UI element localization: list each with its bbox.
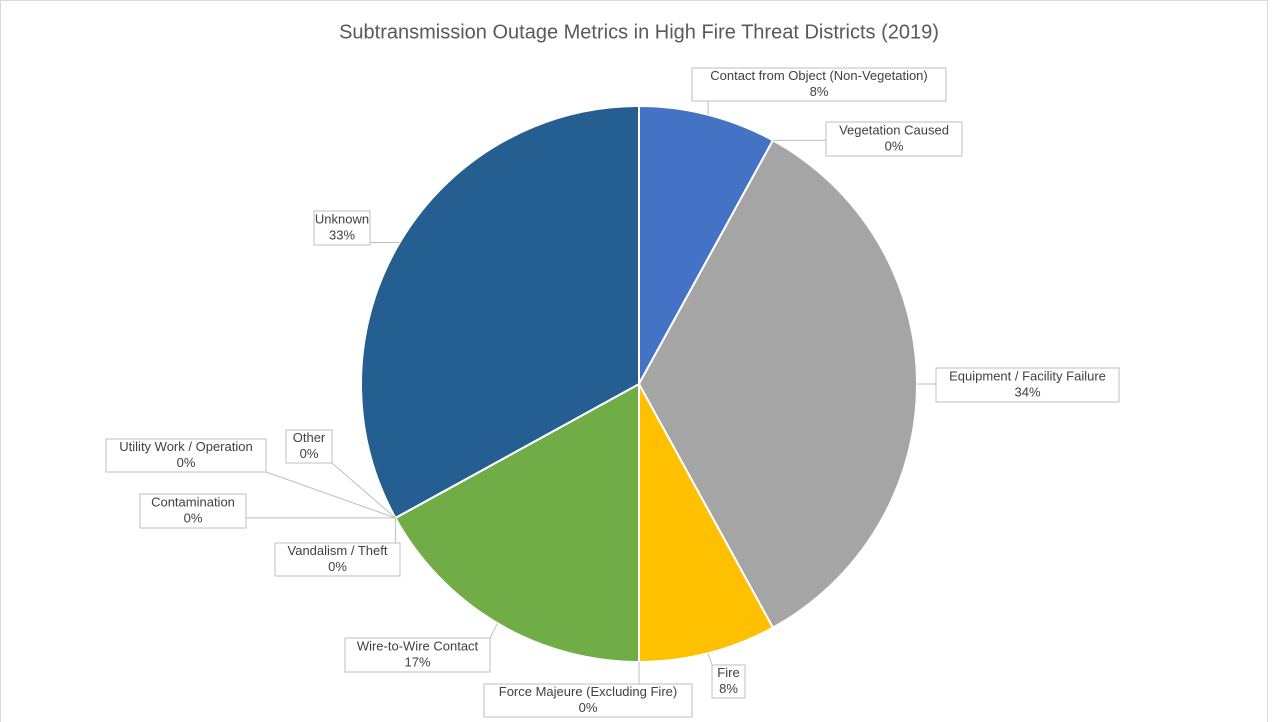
- leader-line: [265, 471, 396, 519]
- leader-line: [707, 653, 713, 666]
- label-box: [274, 542, 401, 577]
- label-value: 0%: [177, 455, 196, 470]
- label-box: [711, 664, 746, 699]
- label-box: [935, 367, 1120, 403]
- label-name: Other: [293, 430, 326, 445]
- label-value: 0%: [885, 138, 904, 153]
- leader-line: [331, 462, 396, 519]
- label-name: Vegetation Caused: [839, 122, 949, 137]
- label-value: 0%: [328, 559, 347, 574]
- label-value: 34%: [1014, 384, 1040, 399]
- label-name: Vandalism / Theft: [288, 543, 388, 558]
- label-name: Equipment / Facility Failure: [949, 368, 1106, 383]
- label-box: [344, 637, 491, 673]
- label-name: Contact from Object (Non-Vegetation): [710, 68, 928, 83]
- pie-slice: [638, 104, 775, 385]
- label-value: 8%: [719, 681, 738, 696]
- label-value: 0%: [300, 446, 319, 461]
- labels: Contact from Object (Non-Vegetation)8%Ve…: [105, 67, 1120, 718]
- label-name: Fire: [717, 665, 739, 680]
- leader-line: [489, 623, 498, 639]
- pie-slice: [637, 139, 918, 629]
- label-name: Wire-to-Wire Contact: [357, 638, 479, 653]
- label-value: 8%: [810, 84, 829, 99]
- pie-slice: [638, 383, 775, 664]
- label-box: [139, 493, 247, 529]
- label-value: 17%: [404, 654, 430, 669]
- label-name: Contamination: [151, 494, 235, 509]
- label-box: [105, 438, 267, 473]
- label-value: 33%: [329, 227, 355, 242]
- label-name: Utility Work / Operation: [119, 439, 252, 454]
- label-box: [483, 683, 693, 718]
- label-name: Force Majeure (Excluding Fire): [499, 684, 677, 699]
- slices: [360, 104, 918, 664]
- label-value: 0%: [579, 700, 598, 715]
- label-box: [691, 67, 947, 102]
- label-value: 0%: [184, 510, 203, 525]
- label-box: [825, 121, 963, 157]
- label-box: [313, 210, 371, 246]
- chart-title: Subtransmission Outage Metrics in High F…: [339, 21, 939, 43]
- label-name: Unknown: [315, 211, 369, 226]
- label-box: [285, 429, 333, 464]
